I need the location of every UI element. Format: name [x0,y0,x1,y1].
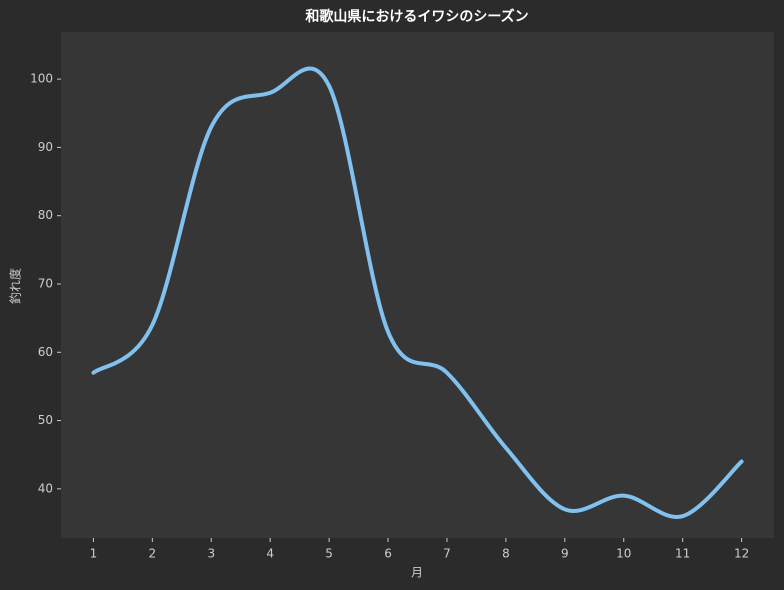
y-tick-label: 90 [38,140,53,154]
y-tick-label: 50 [38,413,53,427]
x-tick-label: 1 [90,547,98,561]
y-tick-label: 70 [38,276,53,290]
plot-background [61,32,774,538]
y-axis-label: 釣れ度 [8,268,23,304]
x-tick-label: 6 [384,547,392,561]
x-axis-label: 月 [411,566,423,580]
x-tick-label: 3 [207,547,215,561]
x-tick-label: 11 [675,547,690,561]
x-tick-label: 2 [149,547,157,561]
y-tick-label: 80 [38,208,53,222]
y-tick-label: 100 [30,72,53,86]
x-tick-label: 8 [502,547,510,561]
x-tick-label: 9 [561,547,569,561]
chart-title: 和歌山県におけるイワシのシーズン [305,8,528,25]
x-tick-label: 5 [325,547,333,561]
y-tick-label: 60 [38,345,53,359]
y-tick-label: 40 [38,481,53,495]
line-series [91,66,744,519]
x-tick-label: 7 [443,547,451,561]
x-tick-label: 10 [616,547,631,561]
x-tick-label: 12 [734,547,749,561]
x-tick-label: 4 [266,547,274,561]
